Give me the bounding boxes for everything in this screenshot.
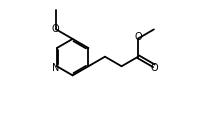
Text: O: O — [134, 32, 142, 42]
Text: N: N — [52, 63, 59, 73]
Text: O: O — [150, 63, 158, 73]
Text: O: O — [52, 24, 59, 34]
